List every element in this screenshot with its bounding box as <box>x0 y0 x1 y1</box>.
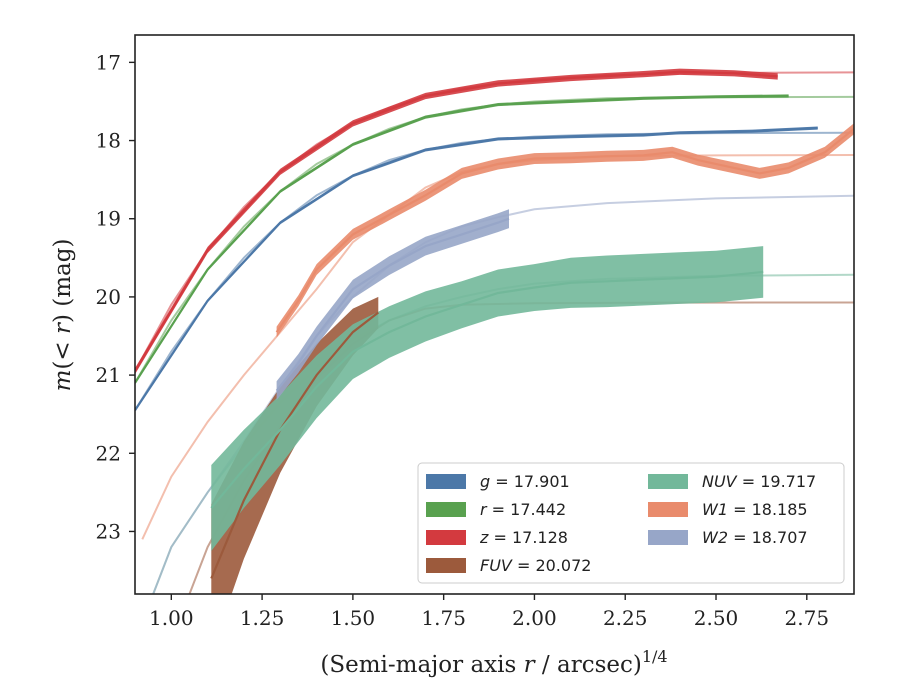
x-axis-label-unit: / arcsec) <box>535 652 642 678</box>
y-tick-label: 17 <box>96 50 121 74</box>
x-tick-label: 1.25 <box>240 606 285 630</box>
legend: g = 17.901 r = 17.442 z = 17.128 FUV = 20.0… <box>417 462 845 584</box>
y-axis-label-open: (< <box>50 334 76 370</box>
x-tick-label: 2.50 <box>694 606 739 630</box>
legend-swatch-w2 <box>648 530 688 545</box>
data-line-w1 <box>275 127 854 333</box>
plot-frame <box>134 34 855 595</box>
y-tick-label: 21 <box>96 363 121 387</box>
legend-label-z: z = 17.128 <box>479 528 568 547</box>
x-axis: 1.00 1.25 1.50 1.75 2.00 2.25 2.50 2.75 <box>149 594 829 630</box>
data-line-nuv <box>210 270 764 509</box>
band-w2 <box>276 209 509 401</box>
y-tick-label: 22 <box>96 441 121 465</box>
legend-label-w2: W2 = 18.707 <box>702 528 808 547</box>
data-line-z <box>135 70 778 372</box>
x-axis-label-r: r <box>524 652 537 678</box>
legend-swatch-z <box>426 530 466 545</box>
y-tick-label: 19 <box>96 207 121 231</box>
legend-swatch-fuv <box>426 558 466 573</box>
y-tick-label: 18 <box>96 129 121 153</box>
x-tick-label: 2.00 <box>512 606 557 630</box>
y-tick-label: 20 <box>96 285 121 309</box>
x-tick-label: 2.25 <box>603 606 648 630</box>
y-axis-label: m(< r) (mag) <box>50 239 76 392</box>
legend-swatch-r <box>426 502 466 517</box>
y-axis-label-m: m <box>50 370 76 392</box>
legend-label-w1: W1 = 18.185 <box>702 500 808 519</box>
legend-label-g: g = 17.901 <box>480 472 570 491</box>
data-line-w2 <box>275 217 510 392</box>
data-lines <box>135 70 854 579</box>
data-line-g <box>135 126 818 411</box>
x-tick-label: 2.75 <box>785 606 830 630</box>
legend-box <box>417 462 845 584</box>
data-line-fuv <box>210 311 379 579</box>
data-line-r <box>135 94 789 384</box>
y-axis: 17 18 19 20 21 22 23 <box>96 50 135 543</box>
x-tick-label: 1.50 <box>331 606 376 630</box>
legend-label-nuv: NUV = 19.717 <box>702 472 816 491</box>
legend-label-r: r = 17.442 <box>480 500 566 519</box>
y-tick-label: 23 <box>96 519 121 543</box>
x-tick-label: 1.00 <box>149 606 194 630</box>
legend-swatch-g <box>426 474 466 489</box>
legend-swatch-nuv <box>648 474 688 489</box>
y-axis-label-close: ) (mag) <box>50 239 76 323</box>
x-axis-label-main: (Semi-major axis <box>320 652 523 678</box>
x-axis-label: (Semi-major axis r / arcsec)1/4 <box>320 647 667 678</box>
legend-label-fuv: FUV = 20.072 <box>480 556 591 575</box>
x-axis-label-exponent: 1/4 <box>642 647 668 666</box>
x-tick-label: 1.75 <box>421 606 466 630</box>
legend-swatch-w1 <box>648 502 688 517</box>
y-axis-label-r: r <box>50 321 76 334</box>
